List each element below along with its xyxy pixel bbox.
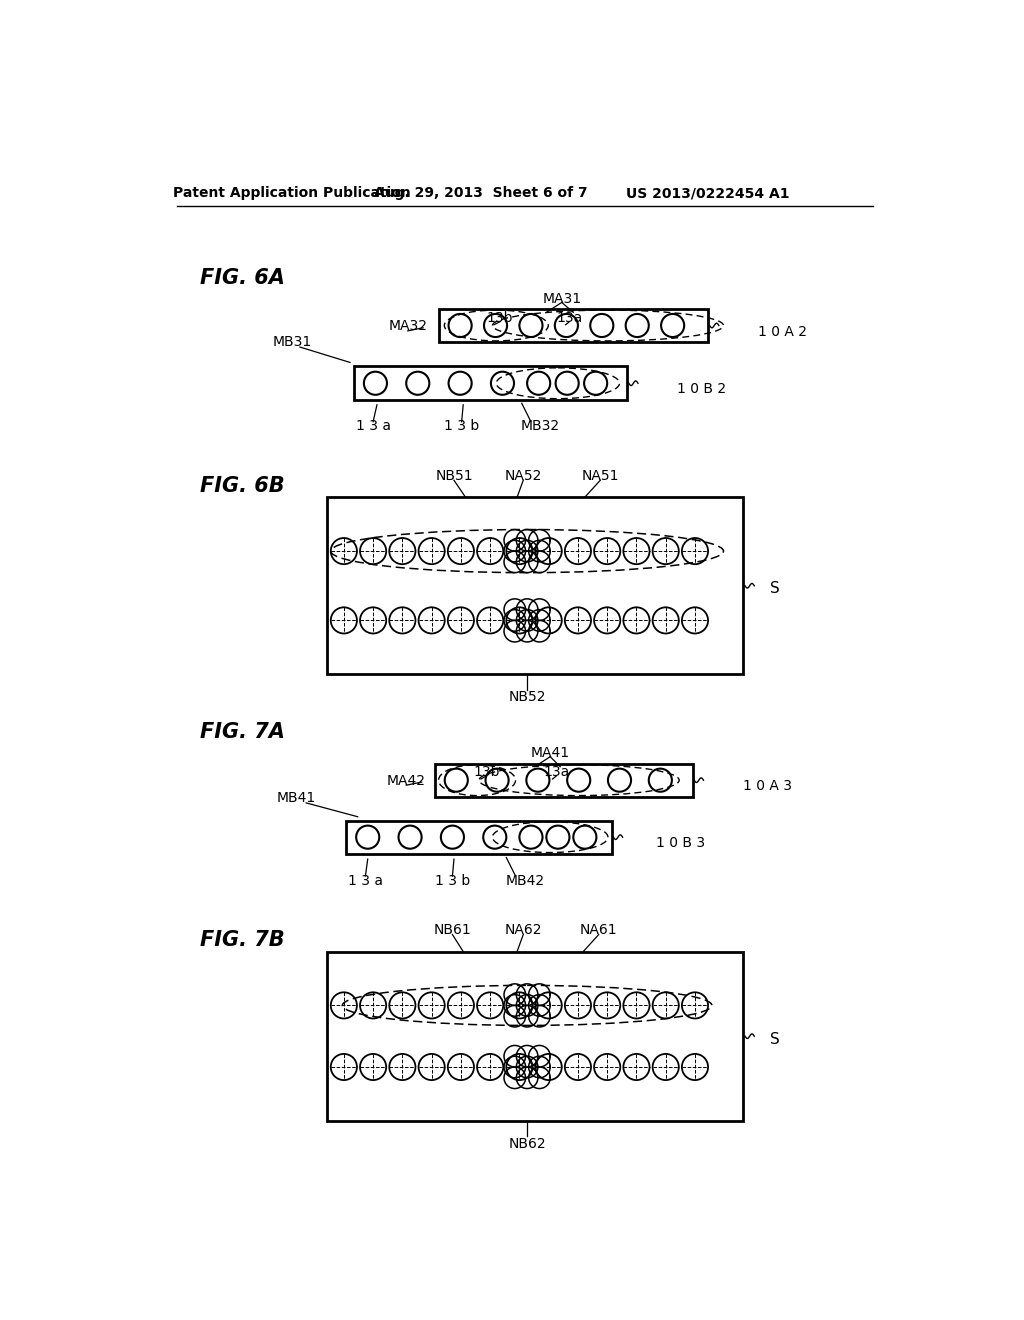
Bar	[327, 952, 742, 1121]
Bar	[346, 821, 611, 854]
Text: NA51: NA51	[582, 469, 620, 483]
Bar	[438, 309, 708, 342]
Text: MA42: MA42	[387, 774, 426, 788]
Text: NA52: NA52	[505, 469, 542, 483]
Bar	[327, 498, 742, 675]
Text: 13b: 13b	[486, 310, 513, 325]
Text: NA61: NA61	[580, 923, 617, 937]
Text: 13a: 13a	[556, 310, 583, 325]
Text: 1 3 b: 1 3 b	[444, 420, 479, 433]
Text: NA62: NA62	[505, 923, 542, 937]
Text: 1 0 B 3: 1 0 B 3	[656, 837, 706, 850]
Text: FIG. 6B: FIG. 6B	[200, 475, 285, 495]
Text: 1 3 a: 1 3 a	[348, 874, 383, 887]
Text: 1 3 a: 1 3 a	[355, 420, 390, 433]
Text: FIG. 7B: FIG. 7B	[200, 931, 285, 950]
Text: MB42: MB42	[506, 874, 545, 887]
Text: MB32: MB32	[520, 420, 560, 433]
Text: MB31: MB31	[272, 335, 312, 348]
Text: 1 3 b: 1 3 b	[435, 874, 470, 887]
Bar	[354, 367, 628, 400]
Text: 1 0 A 2: 1 0 A 2	[758, 325, 807, 339]
Text: NB61: NB61	[433, 923, 471, 937]
Text: 1 0 A 3: 1 0 A 3	[742, 779, 792, 793]
Text: S: S	[770, 1032, 779, 1047]
Text: FIG. 6A: FIG. 6A	[200, 268, 285, 288]
Text: MA31: MA31	[542, 292, 582, 305]
Bar	[435, 763, 692, 797]
Text: 13a: 13a	[544, 766, 569, 779]
Text: Patent Application Publication: Patent Application Publication	[173, 186, 411, 201]
Text: 1 0 B 2: 1 0 B 2	[677, 383, 726, 396]
Text: MB41: MB41	[276, 791, 315, 804]
Text: MA32: MA32	[388, 319, 427, 333]
Text: NB62: NB62	[508, 1137, 546, 1151]
Text: Aug. 29, 2013  Sheet 6 of 7: Aug. 29, 2013 Sheet 6 of 7	[374, 186, 588, 201]
Text: NB51: NB51	[435, 469, 473, 483]
Text: US 2013/0222454 A1: US 2013/0222454 A1	[627, 186, 790, 201]
Text: S: S	[770, 581, 779, 597]
Text: NB52: NB52	[508, 690, 546, 705]
Text: FIG. 7A: FIG. 7A	[200, 722, 285, 742]
Text: MA41: MA41	[530, 746, 569, 760]
Text: 13b: 13b	[473, 766, 500, 779]
